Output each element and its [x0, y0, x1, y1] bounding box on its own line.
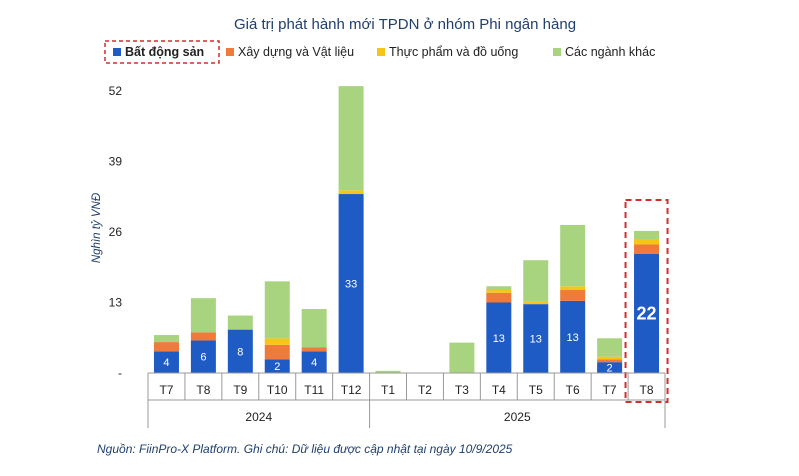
data-label: 13	[567, 332, 579, 344]
data-label: 33	[345, 279, 357, 291]
x-tick-label: T12	[341, 383, 362, 397]
bar-segment	[301, 351, 327, 373]
bar-segment	[301, 347, 327, 352]
x-group-label: 2024	[245, 410, 272, 424]
x-tick-label: T5	[529, 383, 543, 397]
x-tick-label: T8	[640, 383, 654, 397]
bar-segment	[338, 190, 364, 195]
x-axis: T7 T8 T9 T10 T11 T12 T1 T2 T3 T4 T5 T6 T7 T8 2024 2025	[147, 372, 666, 428]
legend-label-0: Bất động sản	[125, 45, 204, 59]
legend-label-1: Xây dựng và Vật liệu	[238, 45, 354, 59]
legend-highlight-box	[104, 40, 220, 64]
legend-swatch-2	[377, 48, 385, 56]
x-tick-label: T9	[233, 383, 247, 397]
data-label: 2	[274, 361, 280, 373]
y-tick-label: 13	[109, 296, 123, 310]
bar-segment	[486, 292, 512, 303]
bar-segment	[338, 86, 364, 191]
x-tick-label: T8	[196, 383, 210, 397]
data-label: 2	[607, 363, 613, 375]
y-tick-label: 39	[109, 155, 123, 169]
bar-segment	[153, 342, 179, 352]
bar-segment	[375, 370, 401, 373]
bar-segment	[523, 260, 549, 302]
bar-segment	[634, 230, 660, 240]
bar-segment	[560, 286, 586, 291]
data-label: 8	[237, 346, 243, 358]
bar-segment	[634, 239, 660, 245]
bar-segment	[264, 338, 290, 345]
bar-segment	[338, 194, 364, 373]
x-tick-label: T7	[159, 383, 173, 397]
bar-segment	[486, 286, 512, 291]
bar-segment	[153, 351, 179, 373]
legend-swatch-3	[553, 48, 561, 56]
data-label: 6	[200, 352, 206, 364]
bar-segment	[560, 224, 586, 287]
bar-segment	[190, 332, 216, 341]
bar-segment	[597, 359, 623, 363]
data-label: 4	[311, 357, 317, 369]
bar-segment	[486, 302, 512, 373]
bar-segment	[523, 301, 549, 305]
highlight-box	[624, 199, 669, 403]
y-tick-label: -	[118, 366, 122, 380]
legend: Bất động sản Xây dựng và Vật liệu Thực phẩ…	[104, 40, 655, 64]
bar-segment	[190, 298, 216, 333]
bar-segment	[560, 300, 586, 373]
x-tick-label: T2	[418, 383, 432, 397]
legend-label-3: Các ngành khác	[565, 45, 655, 59]
x-tick-label: T10	[267, 383, 288, 397]
bar-segment	[486, 290, 512, 293]
bar-segment	[227, 329, 253, 373]
legend-swatch-0	[113, 48, 121, 56]
bar-segment	[227, 315, 253, 330]
x-group-label: 2025	[504, 410, 531, 424]
bar-segment	[264, 344, 290, 360]
bar-segment	[560, 290, 586, 301]
bar-segment	[634, 244, 660, 254]
legend-label-2: Thực phẩm và đồ uống	[389, 45, 518, 59]
chart-title: Giá trị phát hành mới TPDN ở nhóm Phi ng…	[234, 16, 576, 33]
bar-segment	[449, 342, 475, 373]
y-axis-ticks: - 13 26 39 52	[109, 84, 123, 380]
x-tick-label: T7	[603, 383, 617, 397]
bar-segment	[597, 356, 623, 360]
bar-segment	[264, 359, 290, 373]
x-tick-label: T6	[566, 383, 580, 397]
bar-segment	[523, 304, 549, 373]
bar-segment	[264, 281, 290, 339]
x-tick-label: T1	[381, 383, 395, 397]
y-axis-label: Nghìn tỷ VNĐ	[91, 192, 103, 263]
bar-segment	[153, 335, 179, 343]
y-tick-label: 26	[109, 225, 123, 239]
data-label: 4	[163, 357, 169, 369]
x-tick-label: T4	[492, 383, 506, 397]
x-tick-label: T3	[455, 383, 469, 397]
bar-segment	[597, 362, 623, 373]
bar-segment	[634, 253, 660, 373]
bar-segment	[597, 338, 623, 357]
bar-segment	[190, 340, 216, 373]
data-label: 13	[530, 334, 542, 346]
x-tick-label: T11	[304, 383, 324, 397]
bar-segment	[301, 309, 327, 348]
source-note: Nguồn: FiinPro-X Platform. Ghi chú: Dữ l…	[97, 442, 513, 456]
data-label: 22	[637, 303, 657, 323]
legend-swatch-1	[226, 48, 234, 56]
y-tick-label: 52	[109, 84, 123, 98]
data-label: 13	[493, 333, 505, 345]
